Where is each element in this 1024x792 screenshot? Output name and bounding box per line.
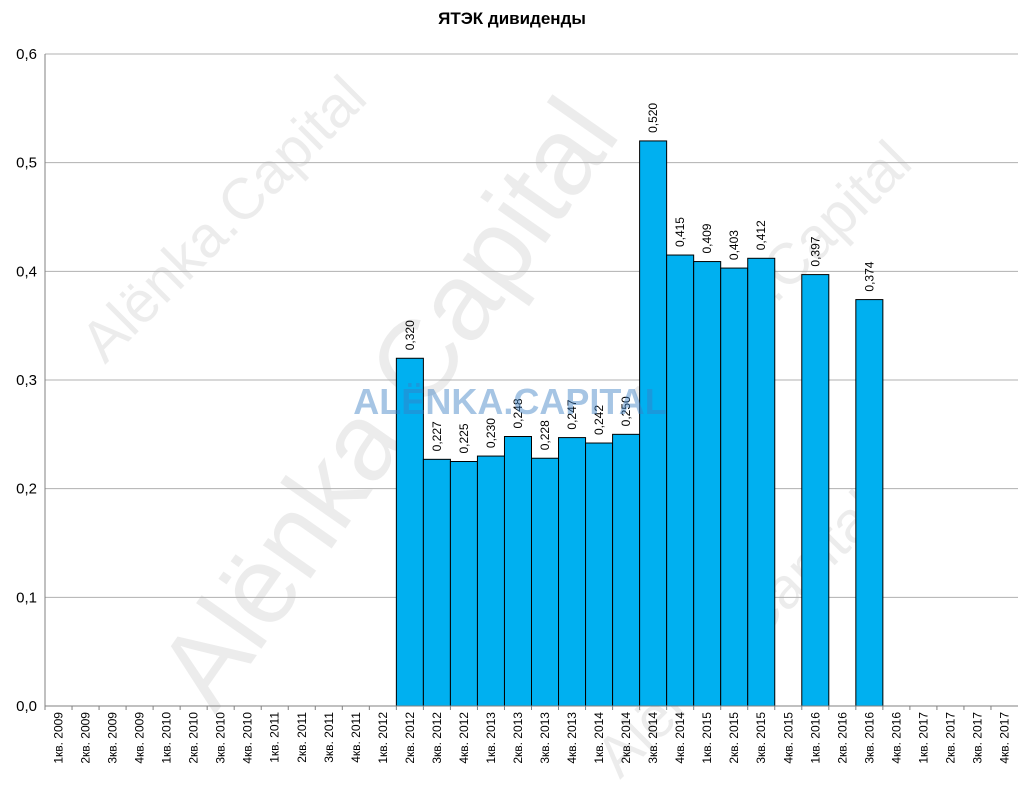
y-axis-ticks: 0,0 0,1 0,2 0,3 0,4 0,5 0,6 xyxy=(16,46,37,715)
bar xyxy=(422,458,451,707)
x-tick-label: 2кв. 2014 xyxy=(619,712,633,764)
data-label: 0,242 xyxy=(592,405,606,435)
x-tick-label: 3кв. 2017 xyxy=(970,712,984,764)
data-label: 0,248 xyxy=(511,398,525,428)
data-label: 0,520 xyxy=(646,103,660,133)
x-tick-label: 3кв. 2013 xyxy=(538,712,552,764)
x-tick-label: 4кв. 2015 xyxy=(781,712,795,764)
y-tick-label: 0,2 xyxy=(16,481,37,498)
data-label: 0,230 xyxy=(484,418,498,448)
x-tick-label: 1кв. 2015 xyxy=(700,712,714,764)
x-tick-label: 3кв. 2011 xyxy=(322,712,336,763)
x-tick-label: 1кв. 2017 xyxy=(916,712,930,764)
x-tick-label: 2кв. 2013 xyxy=(511,712,525,764)
data-label: 0,374 xyxy=(862,261,876,291)
y-tick-label: 0,3 xyxy=(16,372,37,389)
data-label: 0,412 xyxy=(754,220,768,250)
y-tick-label: 0,6 xyxy=(16,46,37,63)
data-label: 0,228 xyxy=(538,420,552,450)
x-tick-label: 4кв. 2013 xyxy=(565,712,579,764)
x-tick-label: 2кв. 2015 xyxy=(727,712,741,764)
x-tick-label: 1кв. 2012 xyxy=(376,712,390,764)
bar xyxy=(639,140,668,707)
data-labels: 0,320 0,227 0,225 0,230 0,248 0,228 0,247 0,242… xyxy=(403,103,876,454)
y-tick-label: 0,0 xyxy=(16,698,37,715)
bar xyxy=(720,267,749,707)
data-label: 0,247 xyxy=(565,399,579,429)
x-tick-label: 2кв. 2011 xyxy=(295,712,309,763)
y-tick-label: 0,5 xyxy=(16,155,37,172)
watermark-center-logo: ALЁNKA.CAPITAL xyxy=(353,381,666,422)
x-tick-label: 2кв. 2012 xyxy=(403,712,417,764)
watermark-top-left: Alёnka.Capital xyxy=(68,64,378,374)
x-tick-label: 1кв. 2009 xyxy=(52,712,66,764)
bar xyxy=(476,455,505,707)
data-label: 0,403 xyxy=(727,230,741,260)
x-axis-ticks: 1кв. 2009 2кв. 2009 3кв. 2009 4кв. 2009 1кв.… xyxy=(44,706,1011,764)
data-label: 0,250 xyxy=(619,396,633,426)
x-tick-label: 4кв. 2009 xyxy=(133,712,147,764)
bar xyxy=(585,442,614,707)
bar xyxy=(693,261,722,707)
x-tick-label: 4кв. 2014 xyxy=(673,712,687,764)
x-tick-label: 1кв. 2016 xyxy=(808,712,822,764)
data-label: 0,397 xyxy=(808,236,822,266)
x-tick-label: 4кв. 2011 xyxy=(349,712,363,763)
bars xyxy=(395,140,884,707)
bar xyxy=(503,436,533,707)
x-tick-label: 4кв. 2017 xyxy=(997,712,1011,764)
data-label: 0,227 xyxy=(430,421,444,451)
x-tick-label: 3кв. 2012 xyxy=(430,712,444,764)
x-tick-label: 1кв. 2010 xyxy=(160,712,174,764)
bar xyxy=(449,461,478,707)
x-tick-label: 1кв. 2011 xyxy=(268,712,282,763)
bar xyxy=(612,433,641,707)
chart-title: ЯТЭК дивиденды xyxy=(438,9,586,28)
x-tick-label: 3кв. 2016 xyxy=(862,712,876,764)
bar xyxy=(801,274,830,707)
x-tick-label: 3кв. 2014 xyxy=(646,712,660,764)
data-label: 0,225 xyxy=(457,423,471,453)
x-tick-label: 2кв. 2009 xyxy=(79,712,93,764)
bar xyxy=(855,299,884,707)
x-tick-label: 2кв. 2016 xyxy=(835,712,849,764)
data-label: 0,415 xyxy=(673,217,687,247)
y-tick-label: 0,1 xyxy=(16,589,37,606)
x-tick-label: 4кв. 2016 xyxy=(889,712,903,764)
bar xyxy=(666,254,695,707)
bar xyxy=(531,457,560,707)
x-tick-label: 3кв. 2010 xyxy=(214,712,228,764)
x-tick-label: 2кв. 2010 xyxy=(187,712,201,764)
data-label: 0,320 xyxy=(403,320,417,350)
y-tick-label: 0,4 xyxy=(16,263,37,280)
x-tick-label: 3кв. 2009 xyxy=(106,712,120,764)
x-tick-label: 1кв. 2014 xyxy=(592,712,606,764)
x-tick-label: 4кв. 2010 xyxy=(241,712,255,764)
x-tick-label: 2кв. 2017 xyxy=(943,712,957,764)
data-label: 0,409 xyxy=(700,223,714,253)
x-tick-label: 1кв. 2013 xyxy=(484,712,498,764)
x-tick-label: 3кв. 2015 xyxy=(754,712,768,764)
x-tick-label: 4кв. 2012 xyxy=(457,712,471,764)
bar xyxy=(747,257,776,707)
bar xyxy=(558,437,587,707)
